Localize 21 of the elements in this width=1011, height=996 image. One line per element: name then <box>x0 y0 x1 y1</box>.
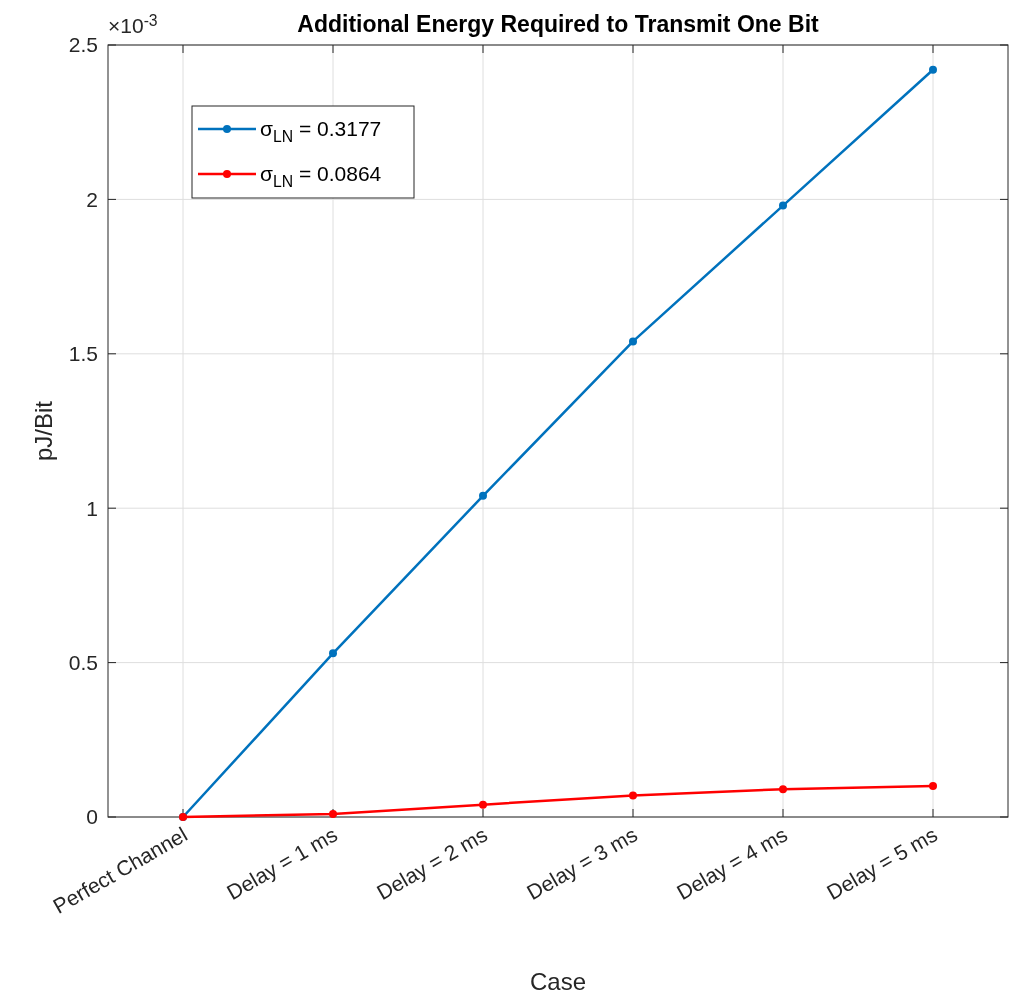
point <box>779 785 787 794</box>
text: ×10$^{-3}$ <box>108 11 158 37</box>
y-tick-label: 2.5 <box>68 33 98 57</box>
legend-label: σ$_{LN}$ = 0.3177 <box>260 117 382 145</box>
point <box>629 337 637 346</box>
point <box>479 491 487 500</box>
y-tick-label: 0.5 <box>68 650 98 674</box>
point <box>479 800 487 809</box>
y-tick-label: 1 <box>86 496 98 520</box>
point <box>929 782 937 791</box>
y-tick-label: 1.5 <box>68 342 98 366</box>
point <box>929 65 937 74</box>
point <box>629 791 637 800</box>
x-axis-title: Case <box>529 968 587 995</box>
point <box>329 649 337 658</box>
chart-title: Additional Energy Required to Transmit One Bit <box>297 11 820 37</box>
y-tick-label: 2 <box>86 187 98 211</box>
y-tick-label: 0 <box>86 805 98 829</box>
legend-label: σ$_{LN}$ = 0.0864 <box>260 162 382 190</box>
y-axis-title: pJ/Bit <box>30 400 57 462</box>
point <box>779 201 787 210</box>
